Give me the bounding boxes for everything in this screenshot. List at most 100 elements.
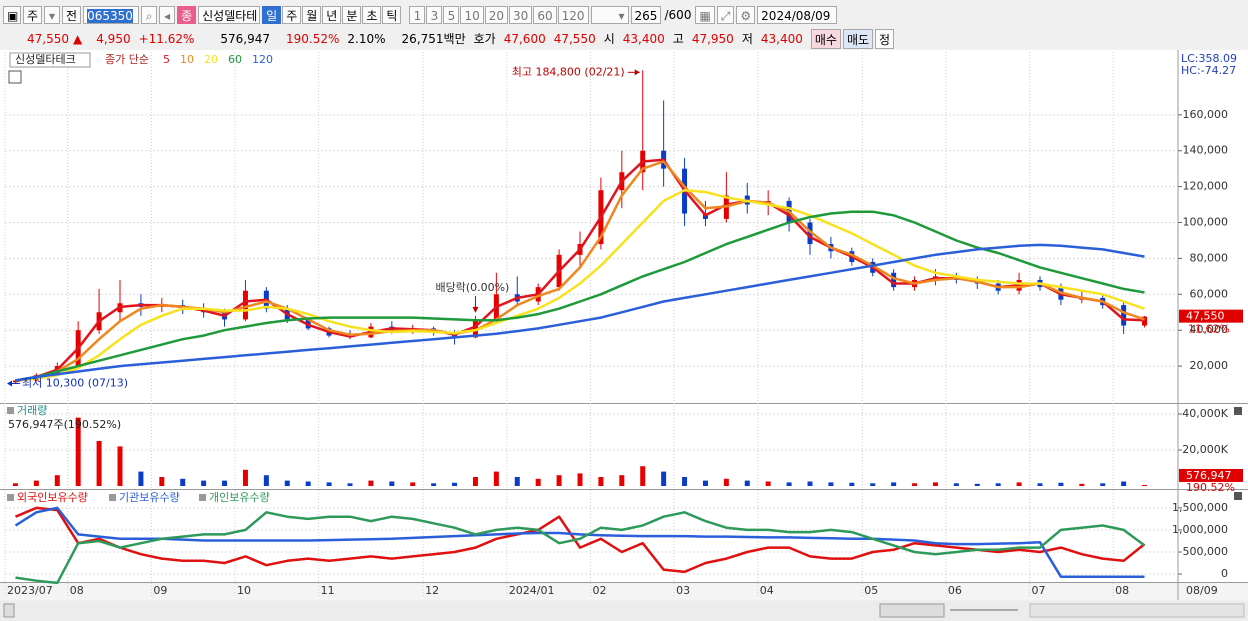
lc-label: LC:358.09 bbox=[1181, 52, 1237, 65]
volume: 576,947 bbox=[220, 31, 271, 46]
volume-bar bbox=[75, 417, 81, 486]
volume-bar bbox=[201, 480, 207, 486]
candle-body bbox=[891, 272, 897, 288]
bid-label: 호가 bbox=[473, 31, 496, 46]
dropdown[interactable]: ▾ bbox=[44, 6, 61, 24]
y-tick-label: 140,000 bbox=[1183, 144, 1229, 157]
period-button[interactable]: 월 bbox=[302, 6, 322, 24]
volume-bar bbox=[682, 477, 688, 486]
interval-button[interactable]: 20 bbox=[484, 6, 509, 24]
holding-line bbox=[15, 511, 1146, 585]
sell-button[interactable]: 매도 bbox=[842, 28, 874, 49]
high: 47,950 bbox=[691, 31, 734, 46]
volume-bar bbox=[891, 482, 897, 486]
settings-button[interactable]: ⚙ bbox=[736, 6, 756, 24]
period-button[interactable]: 일 bbox=[262, 6, 282, 24]
legend-label: 60 bbox=[228, 53, 242, 66]
y-tick-label: 1,000,000 bbox=[1172, 523, 1228, 536]
volume-bar bbox=[117, 446, 123, 486]
last-volume-label: 576,947 bbox=[1186, 469, 1232, 482]
arrow: ▲ bbox=[73, 31, 83, 46]
volume-bar bbox=[514, 477, 520, 486]
count-input[interactable]: 265 bbox=[630, 6, 661, 24]
y-tick-label: 120,000 bbox=[1183, 180, 1229, 193]
volume-bar bbox=[598, 477, 604, 486]
scroll-controls[interactable] bbox=[879, 603, 945, 618]
interval-button[interactable]: 60 bbox=[533, 6, 557, 24]
volume-bar bbox=[849, 482, 855, 486]
low-label: 저 bbox=[741, 31, 753, 46]
arrow-head bbox=[634, 69, 640, 76]
candle-body bbox=[1121, 305, 1127, 326]
period-button[interactable]: 틱 bbox=[382, 6, 402, 24]
sound-button[interactable]: ◂ bbox=[159, 6, 176, 24]
count-max: /600 bbox=[664, 8, 692, 22]
prev-button[interactable]: 전 bbox=[62, 6, 82, 24]
arrow-head bbox=[472, 306, 479, 313]
volume-bar bbox=[368, 480, 374, 486]
last-price-box bbox=[1179, 309, 1243, 323]
search-button[interactable]: ⌕ bbox=[141, 6, 158, 24]
annotation-low: 최저 10,300 (07/13) bbox=[22, 377, 128, 390]
tool-button[interactable]: ▦ bbox=[695, 6, 715, 24]
volume-bar bbox=[974, 483, 980, 486]
annotation-dividend: 배당락(0.00%) bbox=[435, 281, 509, 294]
legend-icon bbox=[7, 407, 14, 414]
volume-bar bbox=[33, 480, 39, 486]
y-tick-label: 80,000 bbox=[1190, 251, 1229, 264]
volume-bar bbox=[242, 469, 248, 486]
x-axis-band bbox=[0, 583, 1248, 600]
period-button[interactable]: 주 bbox=[282, 6, 302, 24]
dropdown[interactable]: ▾ bbox=[590, 6, 629, 24]
x-tick-label: 11 bbox=[321, 584, 335, 597]
code-input[interactable]: 065350 bbox=[87, 9, 133, 23]
volume-bar bbox=[222, 480, 228, 486]
volume-bar bbox=[138, 471, 144, 486]
volume-bar bbox=[263, 475, 269, 486]
volume-bar bbox=[410, 482, 416, 486]
holding-line bbox=[14, 506, 1145, 578]
interval-button[interactable]: 30 bbox=[509, 6, 533, 24]
moving-average-line bbox=[15, 210, 1145, 382]
volume-bar bbox=[389, 481, 395, 486]
period-button[interactable]: 초 bbox=[362, 6, 382, 24]
menu-icon[interactable]: ▣ bbox=[3, 6, 21, 24]
buy-button[interactable]: 매수 bbox=[810, 28, 841, 49]
stock-name[interactable]: 신성델타테 bbox=[198, 6, 261, 24]
volume-bar bbox=[828, 482, 834, 486]
x-tick-label: 10 bbox=[237, 584, 251, 597]
interval-button[interactable]: 5 bbox=[443, 6, 460, 24]
moving-average-line bbox=[15, 243, 1145, 382]
amount: 26,751백만 bbox=[401, 31, 466, 46]
legend-label: 20 bbox=[204, 53, 218, 66]
period-button[interactable]: 분 bbox=[342, 6, 362, 24]
date-input[interactable]: 2024/08/09 bbox=[757, 6, 838, 24]
market-select[interactable]: 주 bbox=[23, 6, 43, 24]
tool-button[interactable]: ⤢ bbox=[716, 6, 735, 24]
x-tick-label: 2023/07 bbox=[7, 584, 53, 597]
volume-bar bbox=[452, 482, 458, 486]
high-label: 고 bbox=[672, 31, 684, 46]
y-tick-label: 0 bbox=[1221, 567, 1228, 580]
interval-button[interactable]: 1 bbox=[409, 6, 426, 24]
volume-bar bbox=[1079, 483, 1085, 486]
panel-close[interactable] bbox=[1234, 407, 1242, 415]
volume-bar bbox=[786, 482, 792, 486]
tool-icons[interactable] bbox=[1029, 603, 1245, 618]
interval-button[interactable]: 10 bbox=[460, 6, 484, 24]
interval-button[interactable]: 120 bbox=[557, 6, 589, 24]
x-tick-label: 09 bbox=[153, 584, 167, 597]
panel-close[interactable] bbox=[1234, 492, 1242, 500]
scroll-left[interactable] bbox=[3, 603, 15, 618]
interval-button[interactable]: 3 bbox=[426, 6, 443, 24]
correct-button[interactable]: 정 bbox=[875, 28, 895, 49]
x-tick-label: 08 bbox=[1115, 584, 1129, 597]
period-button[interactable]: 년 bbox=[322, 6, 342, 24]
x-tick-label: 12 bbox=[425, 584, 439, 597]
legend-box bbox=[9, 52, 91, 68]
volume-bar bbox=[535, 478, 541, 486]
volume-bar bbox=[744, 480, 750, 486]
legend-icon bbox=[7, 494, 14, 501]
volume-bar bbox=[326, 482, 332, 486]
